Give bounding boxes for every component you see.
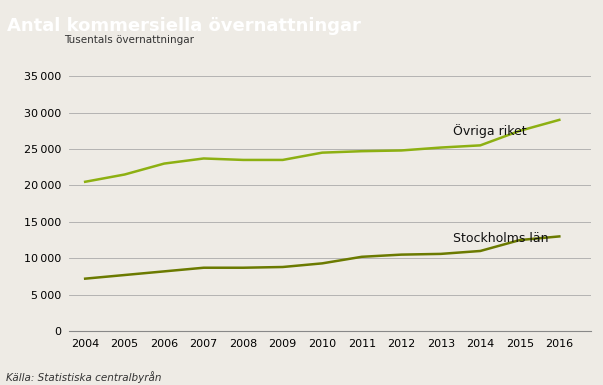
- Text: Tusentals övernattningar: Tusentals övernattningar: [64, 35, 194, 45]
- Text: Övriga riket: Övriga riket: [453, 124, 526, 138]
- Text: Antal kommersiella övernattningar: Antal kommersiella övernattningar: [7, 17, 361, 35]
- Text: Stockholms län: Stockholms län: [453, 232, 548, 245]
- Text: Källa: Statistiska centralbyrån: Källa: Statistiska centralbyrån: [6, 371, 162, 383]
